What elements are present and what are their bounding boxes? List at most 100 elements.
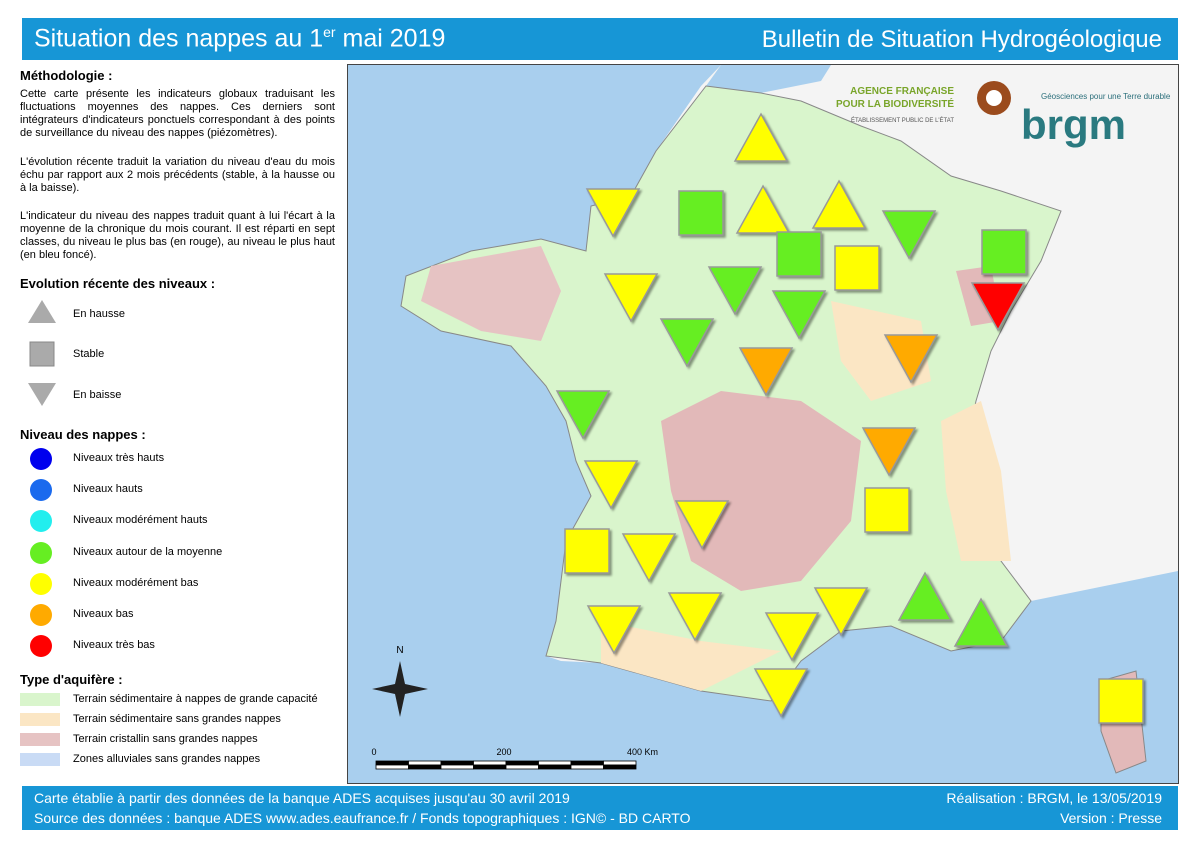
trend-symbols bbox=[28, 300, 56, 406]
title-text: Situation des nappes au 1 bbox=[34, 24, 324, 53]
aquifer-swatch bbox=[20, 713, 60, 726]
level-symbol bbox=[30, 604, 52, 626]
station-stable bbox=[834, 245, 880, 291]
station-falling bbox=[771, 290, 827, 340]
scale-segment bbox=[538, 764, 572, 770]
station-stable bbox=[564, 528, 610, 574]
compass bbox=[372, 661, 428, 717]
station-stable bbox=[981, 229, 1027, 275]
scale-segment bbox=[473, 764, 507, 770]
station-falling bbox=[738, 347, 794, 397]
legend-item: Niveaux hauts bbox=[73, 483, 143, 496]
footer-bar: Carte établie à partir des données de la… bbox=[22, 786, 1178, 830]
station-falling bbox=[667, 592, 723, 642]
logo-text: ÉTABLISSEMENT PUBLIC DE L'ÉTAT bbox=[851, 117, 954, 124]
atlantic bbox=[348, 65, 721, 783]
scale-segment bbox=[375, 760, 409, 766]
scale-segment bbox=[375, 764, 409, 770]
legend-heading: Type d'aquifère : bbox=[20, 672, 123, 687]
scale-segment bbox=[408, 760, 442, 766]
logo-text: POUR LA BIODIVERSITÉ bbox=[836, 97, 954, 110]
paragraph: L'indicateur du niveau des nappes tradui… bbox=[20, 210, 335, 261]
station-rising bbox=[897, 571, 953, 621]
scale-bar bbox=[375, 760, 637, 770]
level-symbol bbox=[30, 541, 52, 564]
station-stable bbox=[678, 190, 724, 236]
scale-segment bbox=[408, 764, 442, 770]
scale-label: 400 Km bbox=[627, 747, 658, 757]
up-symbol bbox=[28, 300, 56, 323]
station-falling bbox=[707, 266, 763, 316]
station-falling bbox=[674, 500, 730, 550]
map: AGENCE FRANÇAISE POUR LA BIODIVERSITÉ ÉT… bbox=[347, 64, 1179, 784]
logo-text: Géosciences pour une Terre durable bbox=[1041, 92, 1171, 101]
station-rising bbox=[733, 112, 789, 162]
legend-item: En baisse bbox=[73, 389, 122, 401]
station-falling bbox=[861, 427, 917, 477]
crystalline-zone bbox=[421, 246, 561, 341]
station-falling bbox=[583, 460, 639, 510]
scale-segment bbox=[603, 760, 637, 766]
bulletin-title: Bulletin de Situation Hydrogéologique bbox=[761, 26, 1162, 53]
brgm-text: brgm bbox=[1021, 101, 1126, 148]
stable-symbol bbox=[29, 341, 55, 367]
scale-segment bbox=[505, 760, 539, 766]
station-falling bbox=[603, 273, 659, 323]
north-sea bbox=[706, 65, 831, 93]
footer-text: Carte établie à partir des données de la… bbox=[34, 790, 570, 806]
level-symbol bbox=[30, 510, 52, 533]
level-symbol bbox=[30, 448, 52, 470]
stations bbox=[555, 112, 1144, 724]
legend-item: Niveaux très bas bbox=[73, 639, 155, 652]
station-falling bbox=[970, 282, 1026, 332]
legend-heading: Niveau des nappes : bbox=[20, 427, 146, 442]
station-rising bbox=[735, 184, 791, 234]
scale-segment bbox=[440, 764, 474, 770]
down-symbol bbox=[28, 383, 56, 406]
sedimentary-zone bbox=[831, 301, 931, 401]
aquifer-swatch bbox=[20, 693, 60, 706]
aquifer-swatch bbox=[20, 753, 60, 766]
station-stable bbox=[864, 487, 910, 533]
sedimentary-zone bbox=[601, 621, 781, 691]
footer-text: Version : Presse bbox=[1060, 810, 1162, 826]
footer-text: Source des données : banque ADES www.ade… bbox=[34, 810, 691, 826]
station-rising bbox=[811, 179, 867, 229]
legend-item: Niveaux bas bbox=[73, 608, 134, 620]
legend-item: Niveaux autour de la moyenne bbox=[73, 545, 223, 558]
paragraph: Cette carte présente les indicateurs glo… bbox=[20, 88, 335, 139]
station-falling bbox=[621, 533, 677, 583]
legend-item: Niveaux modérément hauts bbox=[73, 514, 208, 527]
legend-item: Terrain cristallin sans grandes nappes bbox=[73, 733, 258, 745]
crystalline-zone bbox=[661, 391, 861, 591]
scale-segment bbox=[505, 764, 539, 770]
legend-item: Niveaux très hauts bbox=[73, 452, 165, 464]
station-stable bbox=[776, 231, 822, 277]
legend-item: Stable bbox=[73, 348, 105, 360]
title-sup: er bbox=[323, 24, 336, 40]
methodology-heading: Méthodologie : bbox=[20, 68, 113, 83]
station-falling bbox=[585, 188, 641, 238]
legend-item: En hausse bbox=[73, 308, 125, 320]
station-falling bbox=[881, 210, 937, 260]
scale-label: 200 bbox=[496, 747, 511, 757]
legend-item: Niveaux modérément bas bbox=[73, 576, 199, 589]
sedimentary-zone bbox=[941, 401, 1011, 561]
title: Situation des nappes au 1er mai 2019 bbox=[34, 24, 445, 53]
scale-segment bbox=[538, 760, 572, 766]
aquifer-swatch bbox=[20, 733, 60, 746]
legend-heading: Evolution récente des niveaux : bbox=[20, 276, 216, 291]
level-symbol bbox=[30, 479, 52, 502]
header-bar: Situation des nappes au 1er mai 2019 Bul… bbox=[22, 18, 1178, 60]
scale-label: 0 bbox=[371, 747, 376, 757]
legend-item: Terrain sédimentaire sans grandes nappes bbox=[73, 713, 281, 725]
brgm-logo bbox=[986, 90, 1002, 106]
footer-text: Réalisation : BRGM, le 13/05/2019 bbox=[946, 790, 1162, 806]
station-falling bbox=[659, 318, 715, 368]
station-falling bbox=[883, 334, 939, 384]
scale-segment bbox=[570, 764, 604, 770]
scale-segment bbox=[473, 760, 507, 766]
logo-text: AGENCE FRANÇAISE bbox=[850, 86, 954, 97]
scale-segment bbox=[570, 760, 604, 766]
station-falling bbox=[813, 587, 869, 637]
